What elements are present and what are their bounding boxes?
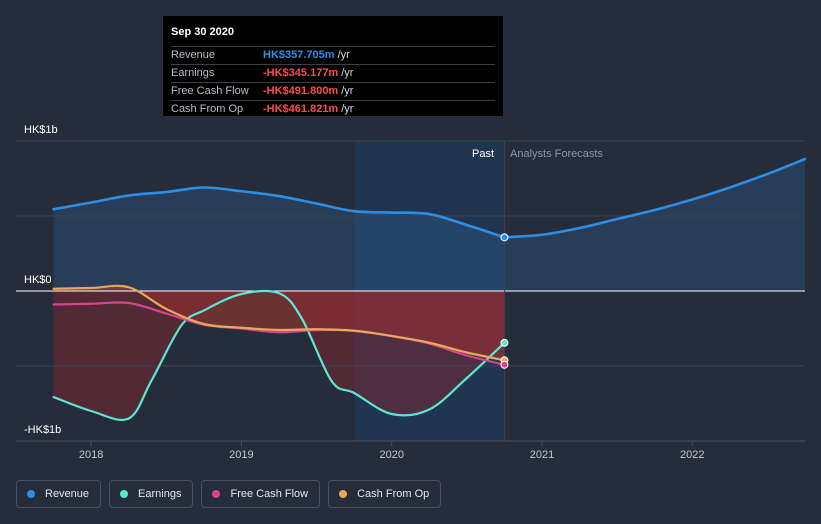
tooltip: Sep 30 2020 Revenue HK$357.705m /yr Earn… <box>163 16 503 116</box>
y-tick-label-zero: HK$0 <box>24 274 52 286</box>
tooltip-unit: /yr <box>341 67 354 79</box>
revenue-point <box>500 233 509 242</box>
tooltip-row-free-cash-flow: Free Cash Flow -HK$491.800m /yr <box>171 82 495 100</box>
forecast-label: Analysts Forecasts <box>510 148 603 160</box>
earnings-dot-icon <box>120 490 129 498</box>
tooltip-label: Cash From Op <box>171 103 244 115</box>
legend-item-free-cash-flow[interactable]: Free Cash Flow <box>201 480 321 508</box>
tooltip-row-revenue: Revenue HK$357.705m /yr <box>171 46 495 64</box>
free-cash-flow-dot-icon <box>212 490 221 498</box>
tooltip-value: -HK$491.800m <box>263 85 339 97</box>
legend-label: Earnings <box>138 488 182 500</box>
tooltip-unit: /yr <box>337 49 350 61</box>
tooltip-value: HK$357.705m <box>263 49 335 61</box>
x-tick-label: 2020 <box>379 449 403 461</box>
tooltip-label: Earnings <box>171 67 215 79</box>
x-tick-label: 2018 <box>79 449 103 461</box>
revenue-line <box>52 186 506 239</box>
tooltip-unit: /yr <box>341 103 354 115</box>
cash-from-op-line <box>52 284 506 362</box>
legend-label: Revenue <box>45 488 90 500</box>
tooltip-label: Free Cash Flow <box>171 85 249 97</box>
y-tick-label-bottom: -HK$1b <box>24 424 61 436</box>
x-tick-label: 2021 <box>530 449 554 461</box>
earnings-point <box>500 338 509 347</box>
tooltip-date: Sep 30 2020 <box>171 26 234 38</box>
legend-label: Cash From Op <box>357 488 430 500</box>
legend-item-cash-from-op[interactable]: Cash From Op <box>328 480 442 508</box>
legend-item-earnings[interactable]: Earnings <box>109 480 194 508</box>
tooltip-row-cash-from-op: Cash From Op -HK$461.821m /yr <box>171 100 495 118</box>
revenue-dot-icon <box>27 490 35 498</box>
legend-label: Free Cash Flow <box>230 488 309 500</box>
cash-flow-area <box>53 285 505 361</box>
tooltip-label: Revenue <box>171 49 216 61</box>
revenue-forecast-line <box>503 157 807 239</box>
earnings-area <box>53 290 505 420</box>
x-tick-label: 2019 <box>229 449 253 461</box>
earnings-line <box>52 289 506 422</box>
legend-item-revenue[interactable]: Revenue <box>16 480 102 508</box>
past-label: Past <box>472 148 494 160</box>
tooltip-value: -HK$461.821m <box>263 103 339 115</box>
legend: Revenue Earnings Free Cash Flow Cash Fro… <box>16 480 442 508</box>
free-cash-flow-point <box>500 360 509 369</box>
tooltip-row-earnings: Earnings -HK$345.177m /yr <box>171 64 495 82</box>
cash-from-op-dot-icon <box>339 490 348 498</box>
tooltip-unit: /yr <box>341 85 354 97</box>
tooltip-value: -HK$345.177m <box>263 67 339 79</box>
x-tick-label: 2022 <box>680 449 704 461</box>
y-tick-label-top: HK$1b <box>24 124 58 136</box>
